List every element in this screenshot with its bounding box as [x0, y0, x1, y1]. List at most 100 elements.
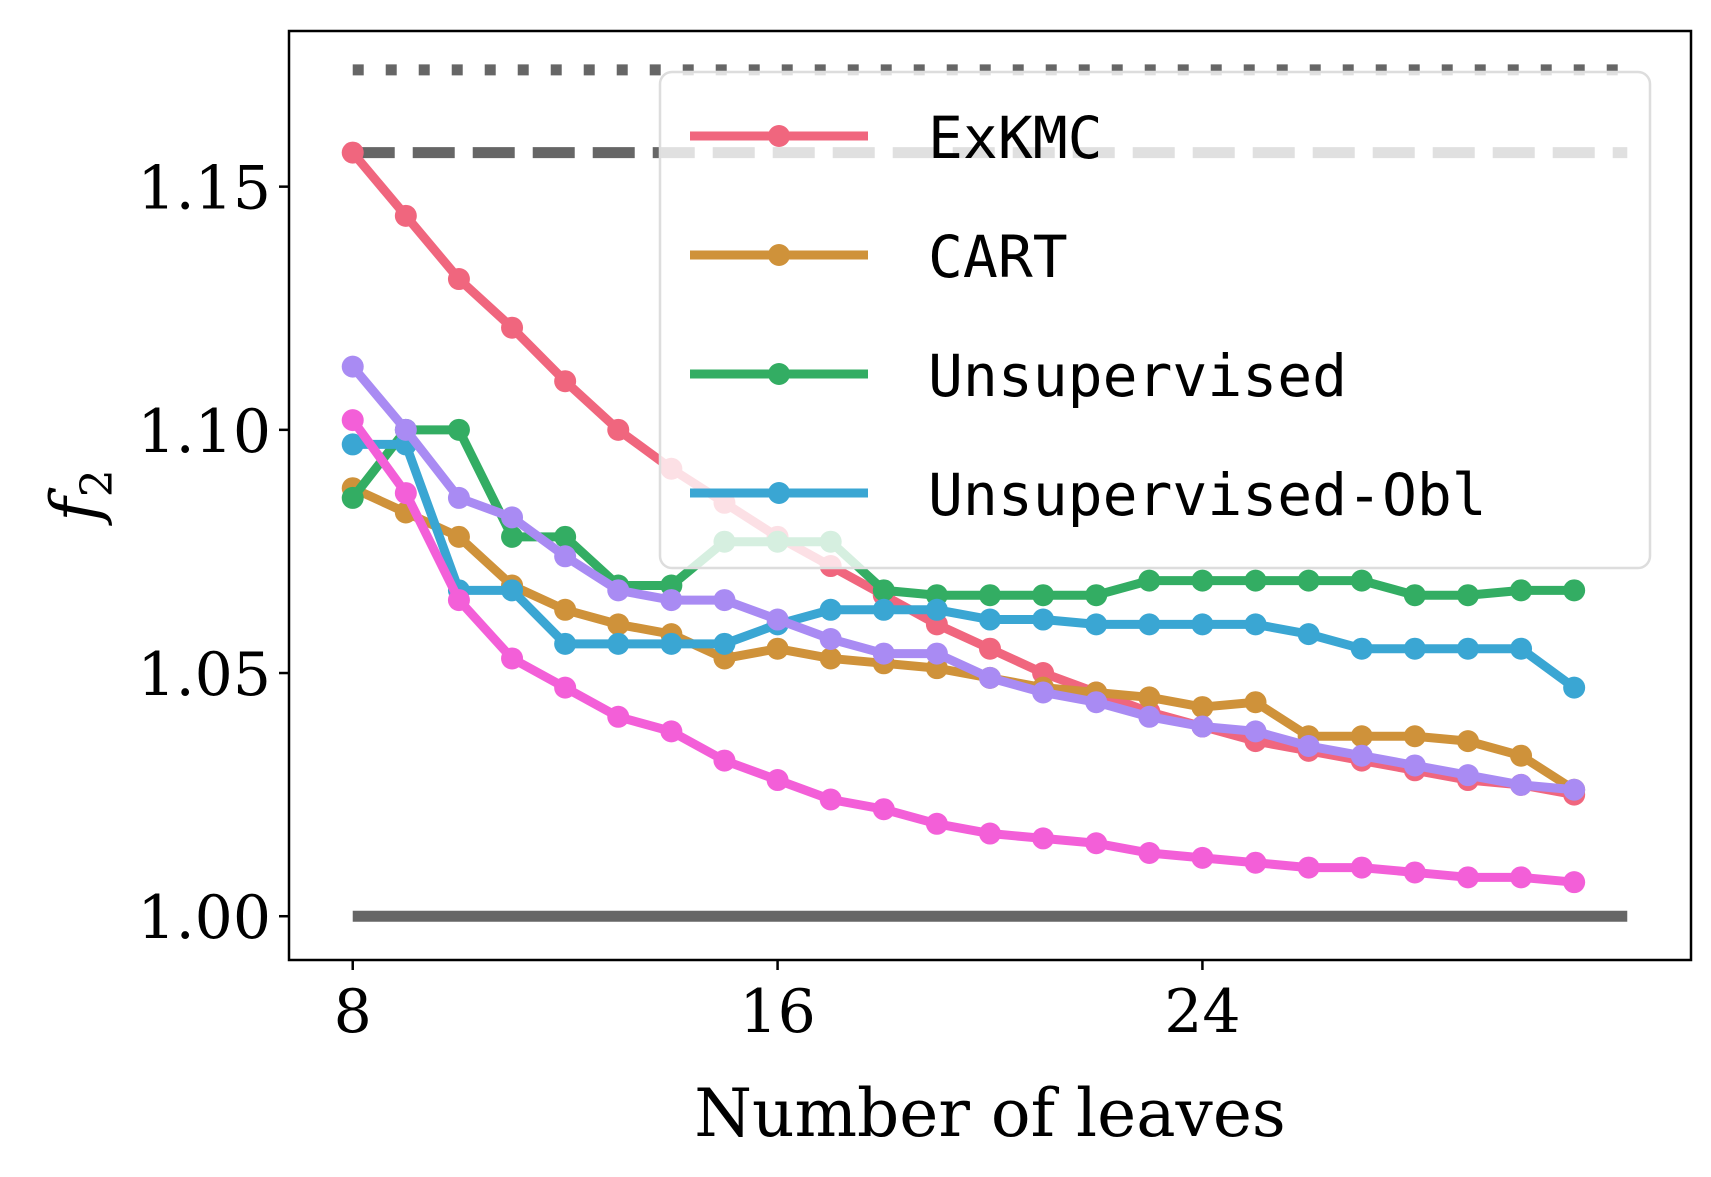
data-point — [1403, 584, 1426, 607]
data-point — [1563, 676, 1586, 699]
data-point — [1138, 705, 1161, 728]
data-point — [554, 632, 577, 655]
data-point — [501, 579, 524, 602]
data-point — [1563, 579, 1586, 602]
data-point — [1085, 691, 1108, 714]
data-point — [447, 418, 470, 441]
data-point — [1138, 841, 1161, 864]
legend-swatch-marker — [768, 482, 790, 504]
data-point — [1350, 744, 1373, 767]
data-point — [819, 627, 842, 650]
y-axis-label-subscript: 2 — [72, 469, 123, 497]
data-point — [872, 579, 895, 602]
data-point — [925, 598, 948, 621]
data-point — [1032, 681, 1055, 704]
data-point — [447, 268, 470, 291]
data-point — [501, 525, 524, 548]
data-point — [979, 608, 1001, 631]
data-point — [979, 822, 1001, 845]
legend-entry: Unsupervised — [690, 342, 1347, 410]
data-point — [1456, 584, 1479, 607]
data-point — [872, 798, 895, 821]
data-point — [341, 141, 364, 164]
data-point — [1403, 754, 1426, 777]
legend-box — [658, 70, 1652, 570]
data-point — [1191, 715, 1214, 738]
series-unlabeled-4 — [341, 355, 1586, 801]
data-point — [1085, 584, 1108, 607]
data-point — [819, 598, 842, 621]
data-point — [1138, 613, 1161, 636]
data-point — [1244, 691, 1267, 714]
data-point — [766, 608, 789, 631]
y-tick-label: 1.05 — [137, 640, 271, 710]
data-point — [1456, 730, 1479, 753]
series-lines — [341, 141, 1586, 894]
data-point — [341, 486, 364, 509]
axis-ticks: 8 16 24 1.00 1.05 1.10 1.15 — [137, 154, 1240, 1047]
y-tick-label: 1.15 — [137, 154, 271, 224]
data-point — [554, 545, 577, 568]
data-point — [501, 506, 524, 529]
data-point — [660, 632, 683, 655]
data-point — [1244, 613, 1267, 636]
data-point — [1510, 579, 1533, 602]
series-unsupervised-obl — [341, 433, 1586, 699]
data-point — [341, 409, 364, 432]
legend-swatch-marker — [768, 244, 790, 266]
data-point — [1244, 720, 1267, 743]
x-tick-label: 24 — [1164, 977, 1240, 1047]
data-point — [819, 647, 842, 670]
data-point — [1297, 734, 1320, 757]
data-point — [447, 589, 470, 612]
y-tick-label: 1.00 — [137, 883, 271, 953]
data-point — [1032, 608, 1055, 631]
data-point — [1563, 778, 1586, 801]
data-point — [1403, 725, 1426, 748]
data-point — [1403, 861, 1426, 884]
y-axis-label: f2 — [37, 469, 123, 526]
data-point — [501, 647, 524, 670]
series-unlabeled-5 — [341, 409, 1586, 894]
x-axis-label: Number of leaves — [694, 1075, 1286, 1152]
legend-swatch-marker — [768, 125, 790, 147]
data-point — [554, 525, 577, 548]
data-point — [607, 613, 630, 636]
legend-label: Unsupervised-Obl — [928, 461, 1487, 529]
data-point — [554, 370, 577, 393]
data-point — [1297, 623, 1320, 646]
data-point — [1350, 637, 1373, 660]
data-point — [554, 598, 577, 621]
data-point — [766, 769, 789, 792]
data-point — [713, 749, 736, 772]
legend-entry: ExKMC — [690, 104, 1103, 172]
data-point — [1191, 846, 1214, 869]
data-point — [501, 316, 524, 339]
data-point — [1456, 866, 1479, 889]
data-point — [1350, 725, 1373, 748]
data-point — [872, 642, 895, 665]
data-point — [1510, 637, 1533, 660]
data-point — [979, 584, 1001, 607]
data-point — [447, 525, 470, 548]
data-point — [925, 642, 948, 665]
data-point — [1244, 851, 1267, 874]
data-point — [341, 355, 364, 378]
data-point — [394, 204, 417, 227]
data-point — [607, 579, 630, 602]
plot-frame — [287, 29, 1693, 962]
x-tick-label: 8 — [334, 977, 372, 1047]
data-point — [394, 418, 417, 441]
data-point — [394, 482, 417, 505]
legend-label: ExKMC — [928, 104, 1103, 172]
legend-entry: CART — [690, 223, 1068, 291]
data-point — [1350, 569, 1373, 592]
data-point — [607, 705, 630, 728]
data-point — [1510, 866, 1533, 889]
data-point — [1138, 686, 1161, 709]
data-point — [1138, 569, 1161, 592]
data-point — [607, 632, 630, 655]
data-point — [1297, 569, 1320, 592]
data-point — [979, 666, 1001, 689]
data-point — [341, 433, 364, 456]
